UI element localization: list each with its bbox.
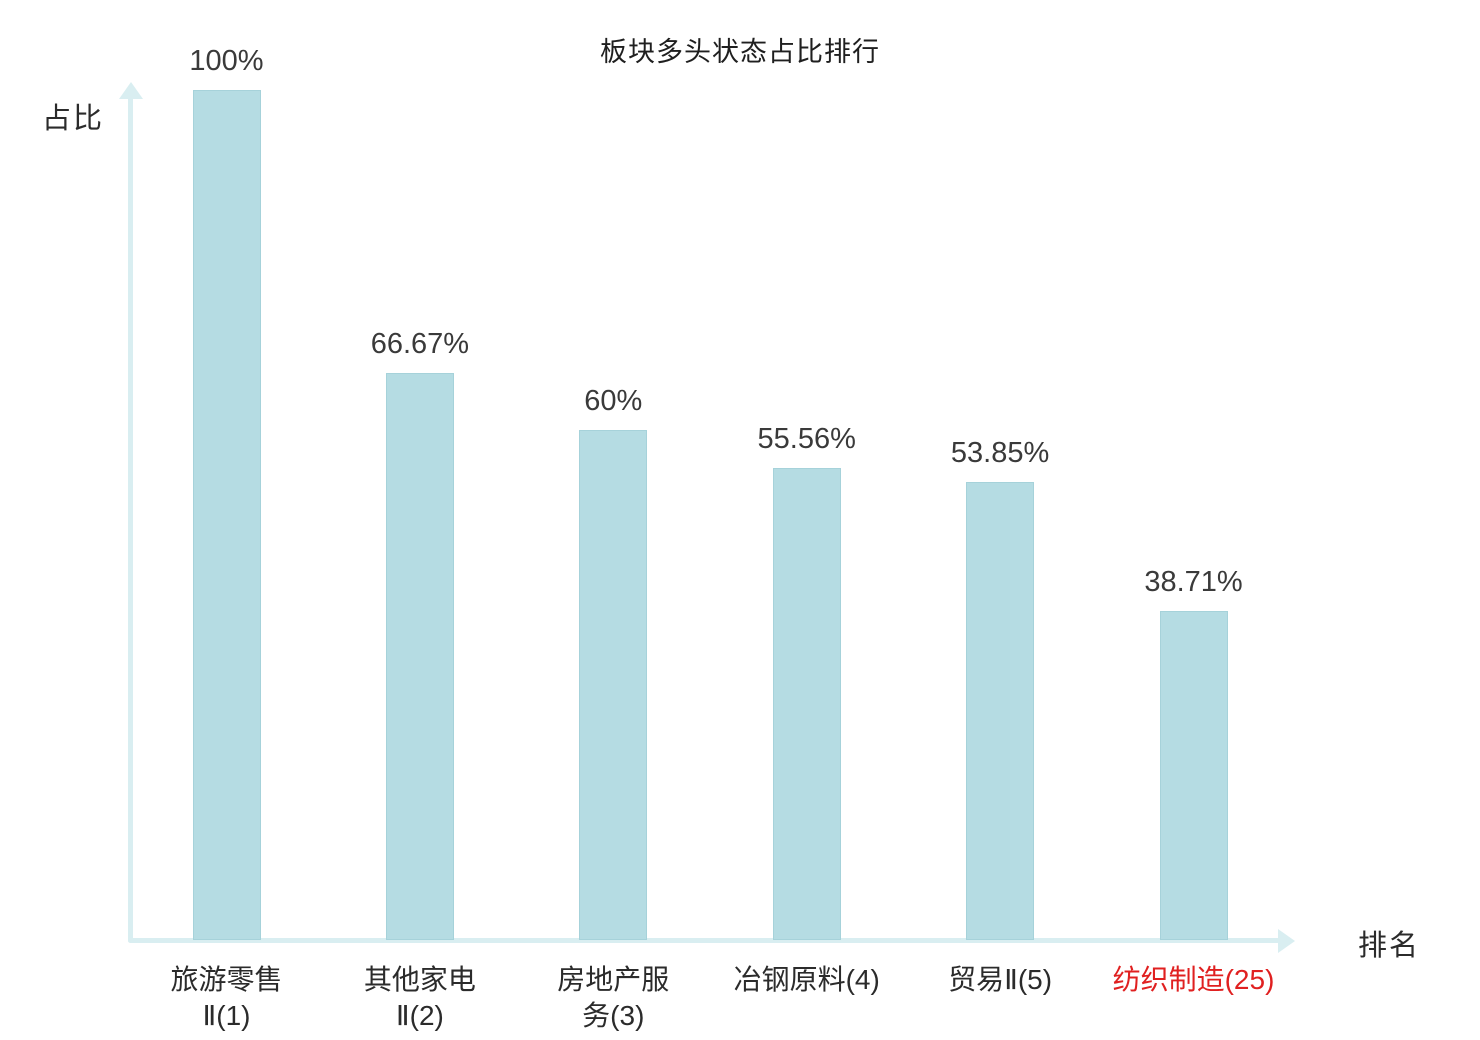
- bar-value-label: 100%: [189, 45, 264, 77]
- bar: [966, 482, 1035, 940]
- bar: [192, 90, 261, 940]
- y-axis-label: 占比: [42, 103, 105, 135]
- bar-category-label: 旅游零售 Ⅱ(1): [170, 964, 283, 1031]
- x-axis-label: 排名: [1358, 930, 1421, 962]
- bar: [1159, 610, 1228, 940]
- x-axis-arrow-icon: [1278, 929, 1295, 953]
- bar-value-label: 53.85%: [950, 437, 1050, 470]
- bar: [385, 373, 454, 940]
- bar-value-label: 60%: [584, 385, 643, 417]
- x-axis: [128, 938, 1280, 943]
- y-axis-arrow-icon: [119, 82, 143, 99]
- y-axis: [128, 96, 133, 943]
- bar-category-label: 贸易Ⅱ(5): [948, 964, 1053, 995]
- bar-category-label: 其他家电 Ⅱ(2): [363, 964, 476, 1031]
- bar: [772, 467, 841, 940]
- bar-category-label: 纺织制造(25): [1112, 964, 1275, 995]
- bar-category-label: 房地产服 务(3): [557, 964, 670, 1031]
- bar: [579, 430, 648, 940]
- bar-value-label: 66.67%: [370, 328, 470, 361]
- chart-title: 板块多头状态占比排行: [600, 37, 880, 67]
- bar-value-label: 55.56%: [757, 422, 856, 455]
- bar-value-label: 38.71%: [1144, 565, 1243, 598]
- bar-category-label: 冶钢原料(4): [733, 964, 880, 995]
